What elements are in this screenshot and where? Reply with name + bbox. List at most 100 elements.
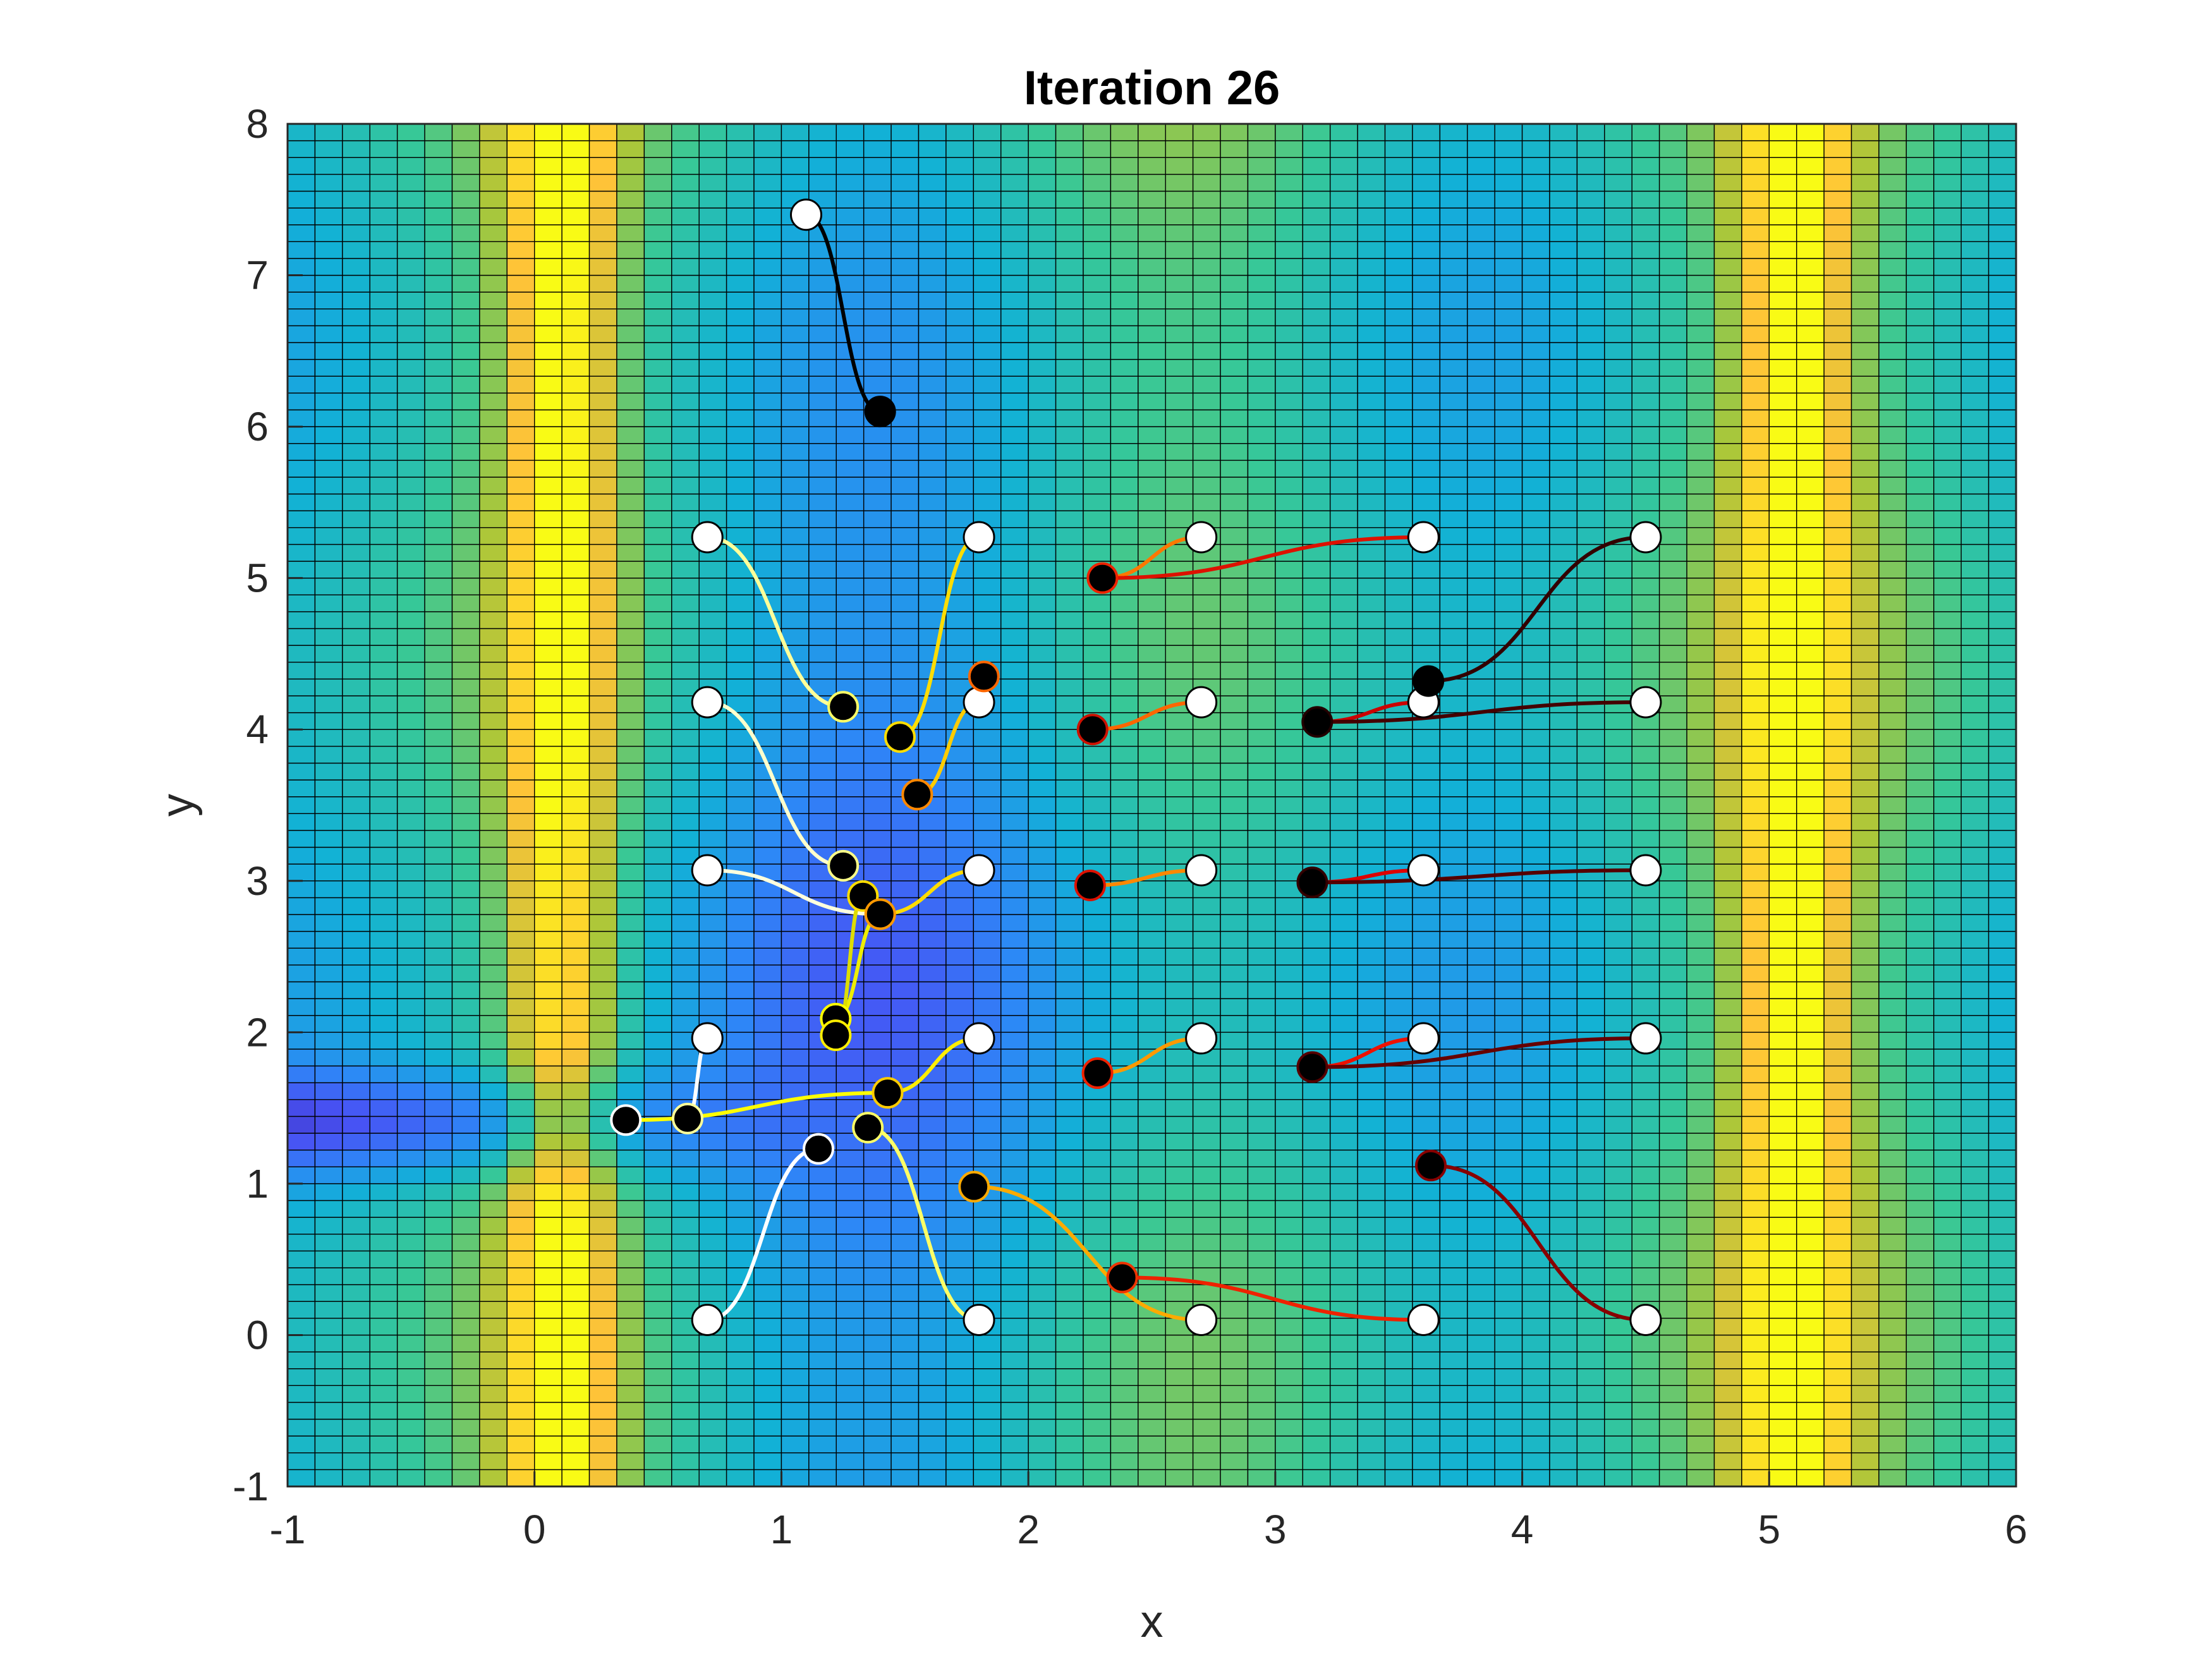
heatmap-cell xyxy=(1028,746,1057,764)
heatmap-cell xyxy=(1933,157,1962,175)
heatmap-cell xyxy=(726,342,755,360)
heatmap-cell xyxy=(1083,157,1112,175)
heatmap-cell xyxy=(1768,628,1797,646)
heatmap-cell xyxy=(1247,662,1276,680)
heatmap-cell xyxy=(1768,712,1797,730)
heatmap-cell xyxy=(1713,207,1742,226)
heatmap-cell xyxy=(1302,1166,1331,1184)
heatmap-cell xyxy=(588,174,617,192)
heatmap-cell xyxy=(863,1318,892,1336)
heatmap-cell xyxy=(1083,628,1112,646)
heatmap-cell xyxy=(945,1200,975,1218)
heatmap-cell xyxy=(1192,258,1221,276)
heatmap-cell xyxy=(1604,241,1632,259)
heatmap-cell xyxy=(1686,1368,1715,1386)
heatmap-cell xyxy=(1494,813,1523,831)
heatmap-cell xyxy=(1165,712,1194,730)
heatmap-cell xyxy=(1220,1385,1249,1403)
heatmap-cell xyxy=(506,628,535,646)
heatmap-cell xyxy=(314,493,343,511)
heatmap-cell xyxy=(1055,628,1084,646)
heatmap-cell xyxy=(1028,729,1057,747)
heatmap-cell xyxy=(1713,224,1742,243)
heatmap-cell xyxy=(396,459,425,478)
heatmap-cell xyxy=(1905,645,1935,663)
heatmap-cell xyxy=(945,914,975,932)
heatmap-cell xyxy=(698,594,727,612)
heatmap-cell xyxy=(287,1351,316,1370)
heatmap-cell xyxy=(1576,241,1605,259)
heatmap-cell xyxy=(1768,1334,1797,1352)
heatmap-cell xyxy=(1850,1115,1880,1134)
heatmap-cell xyxy=(424,123,453,142)
heatmap-cell xyxy=(451,628,480,646)
heatmap-cell xyxy=(396,358,425,377)
heatmap-cell xyxy=(1329,1284,1358,1302)
heatmap-cell xyxy=(1247,611,1276,629)
heatmap-cell xyxy=(671,1334,700,1352)
heatmap-cell xyxy=(1302,1015,1331,1033)
heatmap-cell xyxy=(1165,308,1194,327)
heatmap-cell xyxy=(1329,762,1358,781)
heatmap-cell xyxy=(1823,695,1852,714)
heatmap-cell xyxy=(1960,1334,1990,1352)
heatmap-cell xyxy=(1302,493,1331,511)
heatmap-cell xyxy=(561,662,590,680)
heatmap-cell xyxy=(588,123,617,142)
heatmap-cell xyxy=(1384,274,1413,293)
heatmap-cell xyxy=(1467,880,1495,899)
heatmap-cell xyxy=(1329,981,1358,999)
heatmap-cell xyxy=(1878,1385,1907,1403)
heatmap-cell xyxy=(1165,796,1194,815)
heatmap-cell xyxy=(836,123,865,142)
heatmap-cell xyxy=(1165,947,1194,966)
heatmap-cell xyxy=(1138,1200,1166,1218)
heatmap-cell xyxy=(342,342,370,360)
heatmap-cell xyxy=(698,662,727,680)
heatmap-cell xyxy=(369,459,398,478)
heatmap-cell xyxy=(671,375,700,394)
heatmap-cell xyxy=(1384,846,1413,865)
heatmap-cell xyxy=(396,1318,425,1336)
heatmap-cell xyxy=(1412,443,1441,461)
heatmap-cell xyxy=(369,409,398,427)
heatmap-cell xyxy=(369,1115,398,1134)
heatmap-cell xyxy=(1412,308,1441,327)
heatmap-cell xyxy=(890,1368,920,1386)
heatmap-cell xyxy=(973,207,1002,226)
heatmap-cell xyxy=(1576,981,1605,999)
heatmap-cell xyxy=(1631,561,1660,579)
heatmap-cell xyxy=(1713,274,1742,293)
heatmap-cell xyxy=(890,392,920,411)
heatmap-cell xyxy=(506,325,535,343)
heatmap-cell xyxy=(671,880,700,899)
heatmap-cell xyxy=(753,375,782,394)
heatmap-cell xyxy=(1110,1368,1139,1386)
heatmap-cell xyxy=(287,392,316,411)
heatmap-cell xyxy=(369,308,398,327)
heatmap-cell xyxy=(1494,1284,1523,1302)
heatmap-cell xyxy=(1192,241,1221,259)
heatmap-cell xyxy=(1741,342,1770,360)
heatmap-cell xyxy=(1083,544,1112,562)
heatmap-cell xyxy=(616,930,645,949)
heatmap-cell xyxy=(506,846,535,865)
heatmap-cell xyxy=(1138,224,1166,243)
heatmap-cell xyxy=(863,712,892,730)
heatmap-cell xyxy=(1604,1368,1632,1386)
heatmap-cell xyxy=(890,510,920,528)
heatmap-cell xyxy=(1000,1115,1029,1134)
heatmap-cell xyxy=(1192,947,1221,966)
heatmap-cell xyxy=(1192,1183,1221,1201)
heatmap-cell xyxy=(1275,1284,1303,1302)
heatmap-cell xyxy=(314,342,343,360)
heatmap-cell xyxy=(973,813,1002,831)
heatmap-cell xyxy=(808,628,837,646)
heatmap-cell xyxy=(424,695,453,714)
heatmap-cell xyxy=(1439,140,1468,158)
heatmap-cell xyxy=(726,325,755,343)
heatmap-cell xyxy=(1439,1267,1468,1285)
heatmap-cell xyxy=(1905,1318,1935,1336)
heatmap-cell xyxy=(314,1115,343,1134)
heatmap-cell xyxy=(698,1469,727,1487)
